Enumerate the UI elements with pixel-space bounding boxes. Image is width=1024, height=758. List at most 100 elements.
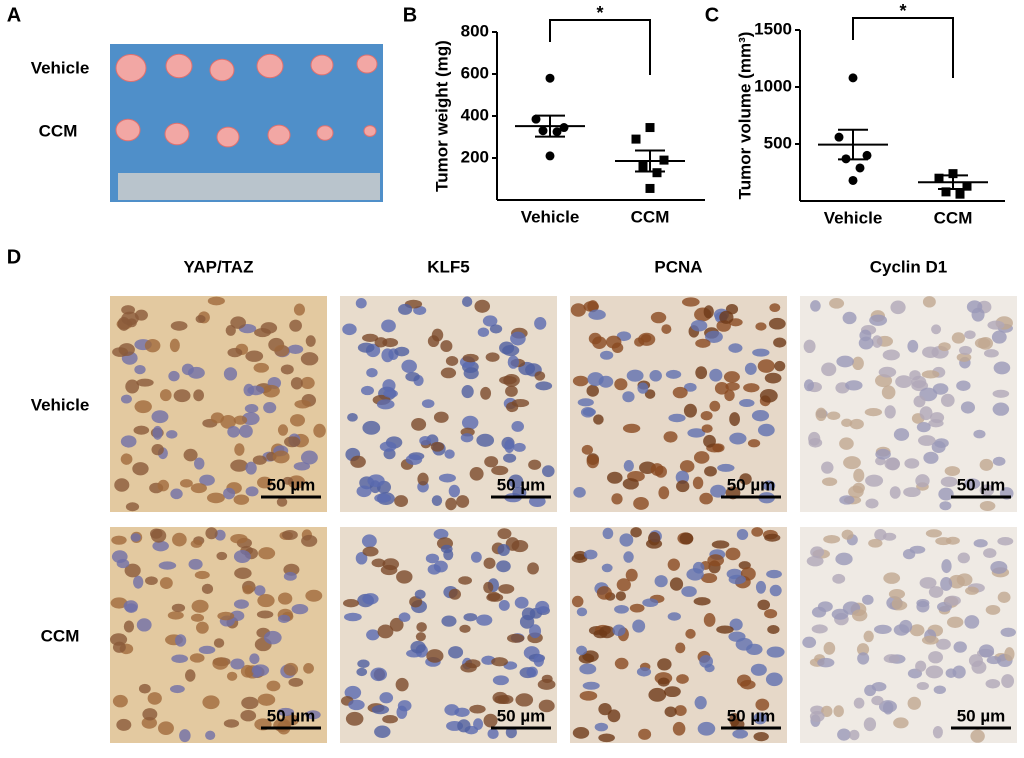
nucleus (145, 576, 158, 586)
nucleus (616, 578, 631, 592)
nucleus (895, 375, 913, 388)
nucleus (832, 573, 846, 584)
nucleus (469, 704, 486, 714)
nucleus (588, 309, 606, 320)
nucleus (806, 555, 824, 567)
nucleus (657, 677, 670, 687)
nucleus (487, 728, 499, 739)
nucleus (766, 646, 785, 658)
nucleus (853, 697, 865, 709)
nucleus (685, 628, 696, 639)
nucleus (414, 589, 426, 599)
nucleus (672, 386, 688, 399)
nucleus (968, 654, 983, 667)
nucleus (704, 466, 717, 477)
nucleus (964, 330, 976, 339)
nucleus (581, 444, 593, 455)
y-tick-label: 800 (461, 21, 489, 40)
nucleus (170, 321, 188, 331)
tumor (209, 58, 235, 82)
nucleus (941, 559, 952, 574)
nucleus (504, 439, 515, 454)
nucleus (477, 327, 490, 337)
nucleus (803, 379, 815, 392)
nucleus (280, 364, 294, 375)
nucleus (725, 382, 740, 391)
nucleus (379, 441, 397, 452)
nucleus (728, 343, 743, 353)
nucleus (964, 478, 981, 490)
nucleus (303, 663, 314, 674)
nucleus (809, 710, 825, 722)
panel-label: A (7, 4, 21, 26)
nucleus (993, 361, 1011, 375)
nucleus (959, 345, 973, 355)
nucleus (534, 371, 546, 381)
nucleus (919, 577, 937, 589)
nucleus (158, 721, 174, 736)
nucleus (755, 698, 770, 711)
nucleus (767, 625, 780, 635)
nucleus (277, 707, 295, 717)
nucleus (602, 527, 614, 540)
nucleus (444, 449, 455, 459)
column-label: YAP/TAZ (184, 257, 254, 276)
nucleus (206, 492, 225, 504)
nucleus (171, 654, 189, 664)
nucleus (693, 597, 711, 606)
nucleus (701, 573, 718, 584)
nucleus (444, 704, 460, 716)
nucleus (498, 584, 515, 594)
nucleus (207, 296, 225, 306)
nucleus (277, 424, 289, 436)
scale-bar-label: 50 µm (957, 475, 1006, 494)
nucleus (882, 349, 900, 361)
nucleus (425, 553, 440, 564)
nucleus (245, 461, 257, 475)
nucleus (216, 551, 228, 561)
nucleus (519, 614, 535, 629)
nucleus (579, 691, 598, 701)
nucleus (465, 659, 481, 669)
nucleus (195, 314, 206, 324)
nucleus (174, 634, 187, 647)
nucleus (152, 425, 163, 440)
nucleus (823, 641, 836, 655)
nucleus (196, 621, 209, 634)
nucleus (596, 586, 612, 600)
nucleus (433, 560, 448, 573)
nucleus (842, 311, 857, 325)
nucleus (611, 493, 623, 505)
nucleus (709, 368, 723, 382)
data-point (934, 173, 944, 183)
nucleus (817, 601, 833, 612)
nucleus (932, 383, 949, 395)
nucleus (382, 379, 396, 393)
nucleus (985, 604, 1001, 615)
tumor (363, 125, 377, 137)
error-bar (635, 149, 665, 173)
nucleus (258, 547, 276, 560)
nucleus (697, 721, 716, 736)
nucleus (893, 624, 910, 636)
nucleus (426, 649, 444, 663)
nucleus (868, 538, 883, 548)
nucleus (441, 615, 457, 627)
nucleus (952, 665, 966, 679)
nucleus (836, 355, 854, 368)
nucleus (537, 679, 556, 690)
nucleus (953, 641, 967, 653)
nucleus (371, 704, 390, 715)
nucleus (496, 560, 511, 573)
nucleus (233, 494, 250, 505)
nucleus (658, 486, 670, 500)
nucleus (729, 432, 747, 445)
nucleus (808, 438, 823, 448)
nucleus (244, 403, 259, 413)
y-tick-label: 1000 (754, 76, 792, 95)
nucleus (985, 679, 1001, 689)
nucleus (856, 643, 870, 656)
nucleus (711, 540, 730, 549)
nucleus (853, 468, 865, 483)
nucleus (841, 529, 854, 540)
